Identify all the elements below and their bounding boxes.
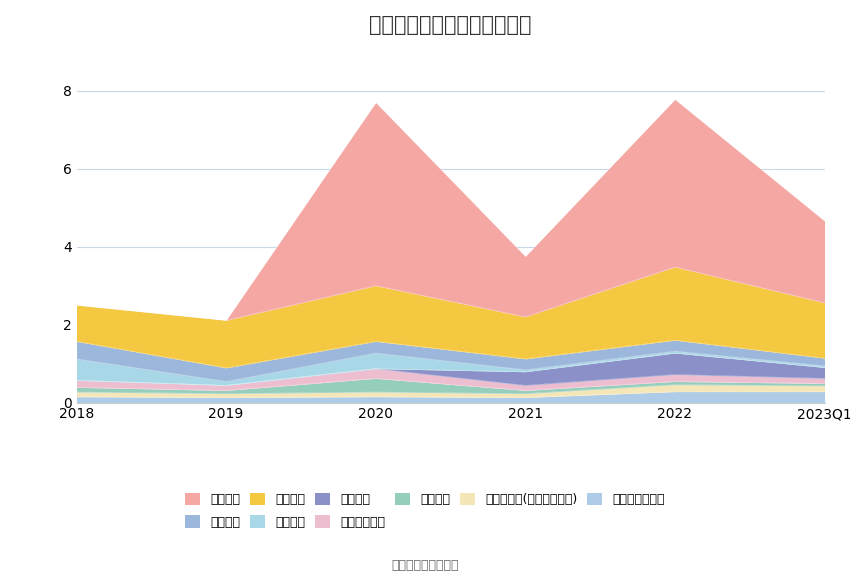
Legend: 短期借款, 应付票据, 应付账款, 预收款项, 合同负债, 应付职工薪酬, 应交税费, 其他应付款(含利息和股利), 递延所得税负债: 短期借款, 应付票据, 应付账款, 预收款项, 合同负债, 应付职工薪酬, 应交… <box>185 493 665 528</box>
Title: 历年主要负债堆积图（亿元）: 历年主要负债堆积图（亿元） <box>369 15 532 35</box>
Text: 数据来源：恒生聚源: 数据来源：恒生聚源 <box>391 559 459 572</box>
